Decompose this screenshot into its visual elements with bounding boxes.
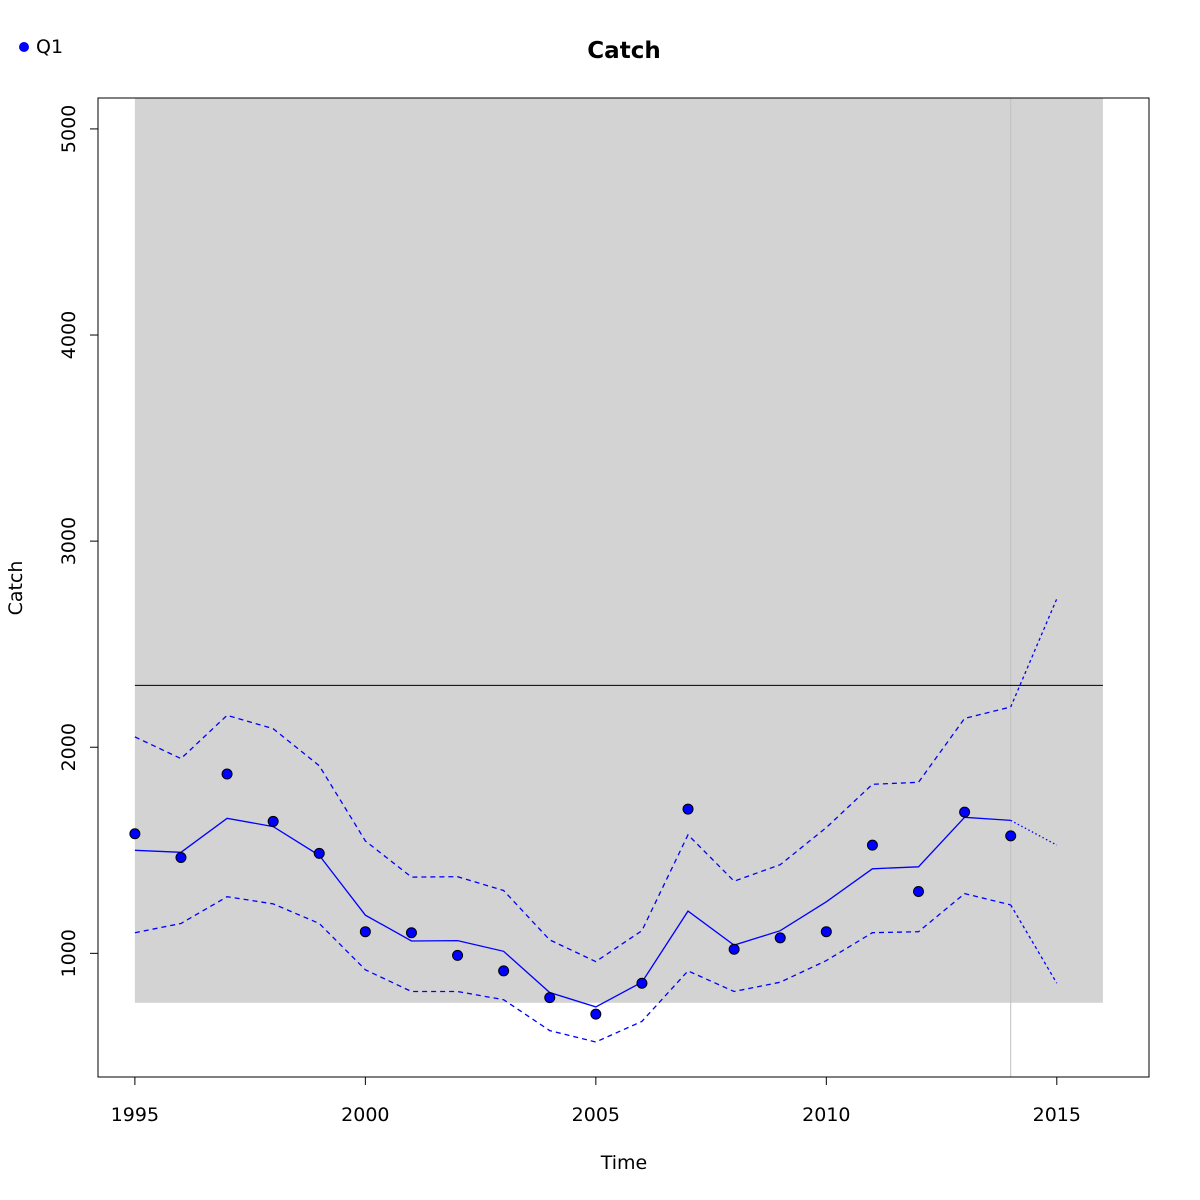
- x-tick-label: 2005: [572, 1104, 620, 1126]
- data-point: [959, 806, 971, 818]
- y-tick-label: 3000: [58, 517, 80, 565]
- y-tick-label: 4000: [58, 311, 80, 359]
- legend: Q1: [19, 36, 63, 58]
- data-point: [913, 886, 925, 898]
- data-point: [175, 851, 187, 863]
- x-axis: 1995 2000 2005 2010 2015: [111, 1076, 1081, 1126]
- lower-band-line: [134, 892, 1011, 1043]
- y-axis: 1000 2000 3000 4000 5000: [58, 105, 99, 978]
- y-tick-label: 2000: [58, 723, 80, 771]
- data-point: [682, 803, 694, 815]
- x-tick-label: 1995: [111, 1104, 159, 1126]
- fitted-line: [134, 816, 1011, 1008]
- forecast-line: [1010, 819, 1058, 846]
- data-point: [313, 847, 325, 859]
- data-point: [590, 1008, 602, 1020]
- x-tick-label: 2010: [802, 1104, 850, 1126]
- data-point: [636, 977, 648, 989]
- x-tick-label: 2000: [341, 1104, 389, 1126]
- data-point: [866, 839, 878, 851]
- legend-marker-q1: [19, 42, 29, 52]
- data-point: [405, 927, 417, 939]
- y-tick-label: 1000: [58, 929, 80, 977]
- data-point: [774, 932, 786, 944]
- upper-band-line: [134, 706, 1011, 963]
- plot-area: [129, 98, 1103, 1077]
- data-point: [498, 965, 510, 977]
- data-point: [452, 949, 464, 961]
- chart-title: Catch: [587, 38, 660, 64]
- y-axis-title: Catch: [5, 561, 27, 616]
- legend-label-q1: Q1: [36, 36, 63, 58]
- x-axis-title: Time: [600, 1152, 648, 1174]
- data-point: [544, 992, 556, 1004]
- data-point: [221, 768, 233, 780]
- x-tick-label: 2015: [1033, 1104, 1081, 1126]
- data-point: [267, 815, 279, 827]
- forecast-upper-line: [1010, 598, 1058, 708]
- data-point: [728, 943, 740, 955]
- data-point: [820, 926, 832, 938]
- data-point: [1005, 830, 1017, 842]
- shaded-region: [134, 98, 1103, 1003]
- data-point: [359, 926, 371, 938]
- y-tick-label: 5000: [58, 105, 80, 153]
- data-point: [129, 828, 141, 840]
